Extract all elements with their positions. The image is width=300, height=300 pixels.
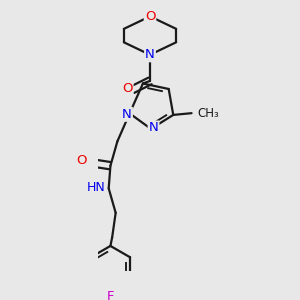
- Text: N: N: [122, 108, 132, 121]
- Text: O: O: [76, 154, 87, 167]
- Text: CH₃: CH₃: [198, 107, 219, 120]
- Text: HN: HN: [87, 181, 106, 194]
- Text: F: F: [107, 290, 114, 300]
- Text: O: O: [122, 82, 133, 95]
- Text: N: N: [145, 48, 155, 61]
- Text: O: O: [145, 10, 155, 23]
- Text: N: N: [149, 122, 158, 134]
